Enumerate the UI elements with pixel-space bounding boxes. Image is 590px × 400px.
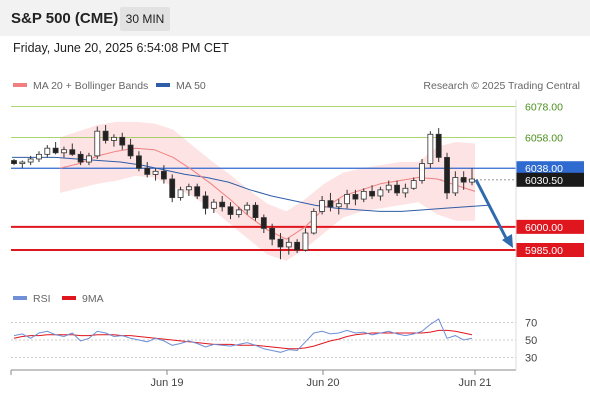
candle-down: [219, 201, 226, 208]
rsi-tick-50: 50: [525, 335, 537, 347]
rsi-line: [13, 318, 473, 353]
candle-up: [111, 136, 117, 141]
candle-up: [244, 204, 251, 211]
candle-down: [160, 170, 167, 180]
forecast-arrow-head: [502, 234, 513, 248]
candle-up: [27, 158, 34, 163]
copyright-label: Research © 2025 Trading Central: [423, 80, 580, 92]
level-label-resistance: 6078.00: [525, 102, 563, 114]
candle-up: [302, 232, 309, 251]
candle-down: [227, 206, 234, 215]
candle-up: [44, 147, 51, 155]
candle-up: [285, 241, 292, 248]
candle-down: [136, 155, 142, 169]
candle-up: [86, 155, 92, 163]
candle-down: [77, 153, 84, 163]
candle-up: [360, 190, 367, 200]
level-label-bg-support: [516, 243, 584, 257]
candle-up: [94, 130, 101, 157]
level-label-support: 5985.00: [525, 245, 563, 257]
bollinger-band: [60, 121, 475, 261]
rsi-tick-30: 30: [525, 353, 537, 365]
candle-up: [185, 186, 192, 191]
candle-up: [152, 170, 159, 175]
x-tick-label: Jun 20: [306, 377, 339, 389]
candle-down: [294, 241, 301, 251]
candle-down: [69, 149, 76, 155]
candle-down: [119, 136, 126, 146]
bollinger-band-layer: [60, 121, 475, 261]
candle-down: [127, 144, 134, 157]
candle-up: [427, 133, 434, 164]
level-label-support: 6000.00: [525, 222, 563, 234]
candle-down: [169, 178, 176, 198]
ma20-legend-swatch: [13, 83, 27, 87]
candle-up: [19, 161, 26, 164]
candle-up: [419, 163, 425, 181]
x-tick-label: Jun 21: [458, 377, 491, 389]
candle-down: [260, 217, 267, 229]
ma50-legend-swatch: [156, 83, 170, 87]
candle-up: [310, 211, 317, 234]
candle-up: [235, 209, 242, 215]
datetime-label: Friday, June 20, 2025 6:54:08 PM CET: [13, 41, 229, 55]
candle-down: [202, 195, 209, 209]
candle-up: [377, 189, 384, 197]
candle-up: [452, 177, 459, 194]
candle-down: [352, 194, 359, 200]
chart-title: S&P 500 (CME): [11, 10, 119, 27]
candle-up: [469, 178, 475, 183]
candle-up: [335, 203, 342, 208]
candle-down: [444, 157, 450, 194]
candle-down: [102, 130, 109, 141]
candle-down: [460, 177, 467, 183]
candle-down: [435, 133, 442, 158]
rsi-ma-legend-label: 9MA: [82, 293, 104, 305]
forecast-arrow-layer: [474, 179, 513, 248]
candle-up: [61, 149, 67, 154]
candle-up: [410, 180, 417, 189]
candle-down: [194, 186, 201, 197]
candle-up: [36, 153, 42, 160]
candle-down: [277, 238, 284, 248]
candle-up: [177, 189, 184, 198]
ma20-legend-label: MA 20 + Bollinger Bands: [33, 80, 148, 92]
level-label-last: 6030.50: [525, 175, 563, 187]
x-axis-ticks: Jun 19 Jun 20 Jun 21: [10, 370, 492, 389]
candle-up: [385, 184, 392, 191]
candle-up: [210, 201, 217, 209]
level-label-pivot: 6038.00: [525, 163, 563, 175]
candle-down: [252, 204, 259, 218]
candle-down: [11, 160, 17, 164]
rsi-tick-70: 70: [525, 318, 537, 330]
level-label-resistance: 6058.00: [525, 132, 563, 144]
rsi-legend-swatch: [13, 296, 27, 300]
header-bar: S&P 500 (CME) 30 MIN: [0, 0, 590, 36]
candle-down: [144, 167, 151, 175]
candle-up: [344, 194, 350, 205]
ma50-legend-label: MA 50: [176, 80, 206, 92]
candle-down: [52, 147, 59, 154]
candle-down: [394, 184, 400, 194]
candle-up: [402, 187, 409, 194]
candle-up: [319, 200, 326, 212]
rsi-legend-label: RSI: [33, 293, 51, 305]
level-label-bg-pivot: [516, 161, 584, 176]
candle-down: [269, 227, 276, 240]
timeframe-button[interactable]: 30 MIN: [120, 7, 170, 31]
candles-layer: [11, 125, 475, 260]
rsi-ma-legend-swatch: [62, 296, 76, 300]
candle-down: [369, 190, 375, 197]
level-label-bg-last: [516, 172, 584, 187]
level-label-bg-support: [516, 219, 584, 234]
rsi-panel: 70 50 30: [11, 318, 537, 365]
forecast-arrow-shaft: [474, 179, 509, 241]
x-tick-label: Jun 19: [150, 377, 183, 389]
candle-down: [327, 200, 334, 208]
rsi-ma-line: [13, 329, 473, 350]
